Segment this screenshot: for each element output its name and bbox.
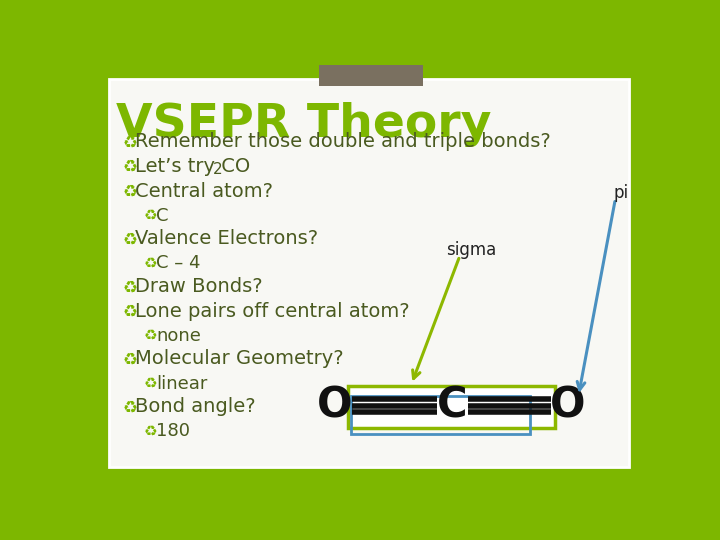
Text: ♻: ♻ — [122, 182, 138, 200]
Text: none: none — [156, 327, 202, 345]
Text: VSEPR Theory: VSEPR Theory — [117, 102, 492, 147]
Text: ♻: ♻ — [122, 133, 138, 151]
Text: Molecular Geometry?: Molecular Geometry? — [135, 349, 343, 368]
Text: ♻: ♻ — [122, 302, 138, 320]
Text: C: C — [437, 384, 467, 427]
Text: Bond angle?: Bond angle? — [135, 397, 256, 416]
Text: ♻: ♻ — [122, 230, 138, 248]
Text: Remember those double and triple bonds?: Remember those double and triple bonds? — [135, 132, 551, 151]
Bar — [319, 52, 423, 86]
Text: C – 4: C – 4 — [156, 254, 201, 273]
Text: Let’s try CO: Let’s try CO — [135, 157, 250, 176]
Text: Valence Electrons?: Valence Electrons? — [135, 230, 318, 248]
Text: linear: linear — [156, 375, 208, 393]
Text: sigma: sigma — [446, 241, 496, 259]
Text: ♻: ♻ — [144, 256, 158, 271]
Text: ♻: ♻ — [144, 376, 158, 391]
Text: C: C — [156, 207, 169, 225]
Text: ♻: ♻ — [122, 350, 138, 368]
Bar — [348, 386, 554, 428]
Text: Central atom?: Central atom? — [135, 181, 273, 200]
Text: pi: pi — [614, 184, 629, 201]
Text: ♻: ♻ — [122, 278, 138, 295]
Text: ♻: ♻ — [144, 328, 158, 343]
Text: 2: 2 — [212, 162, 222, 177]
Text: ♻: ♻ — [122, 397, 138, 416]
Text: Lone pairs off central atom?: Lone pairs off central atom? — [135, 302, 410, 321]
Text: O: O — [318, 384, 353, 427]
Text: ♻: ♻ — [144, 208, 158, 223]
Text: ♻: ♻ — [122, 158, 138, 176]
Text: ♻: ♻ — [144, 424, 158, 439]
Text: 180: 180 — [156, 422, 191, 440]
Bar — [351, 396, 530, 434]
Text: Draw Bonds?: Draw Bonds? — [135, 277, 263, 296]
Text: O: O — [550, 384, 585, 427]
